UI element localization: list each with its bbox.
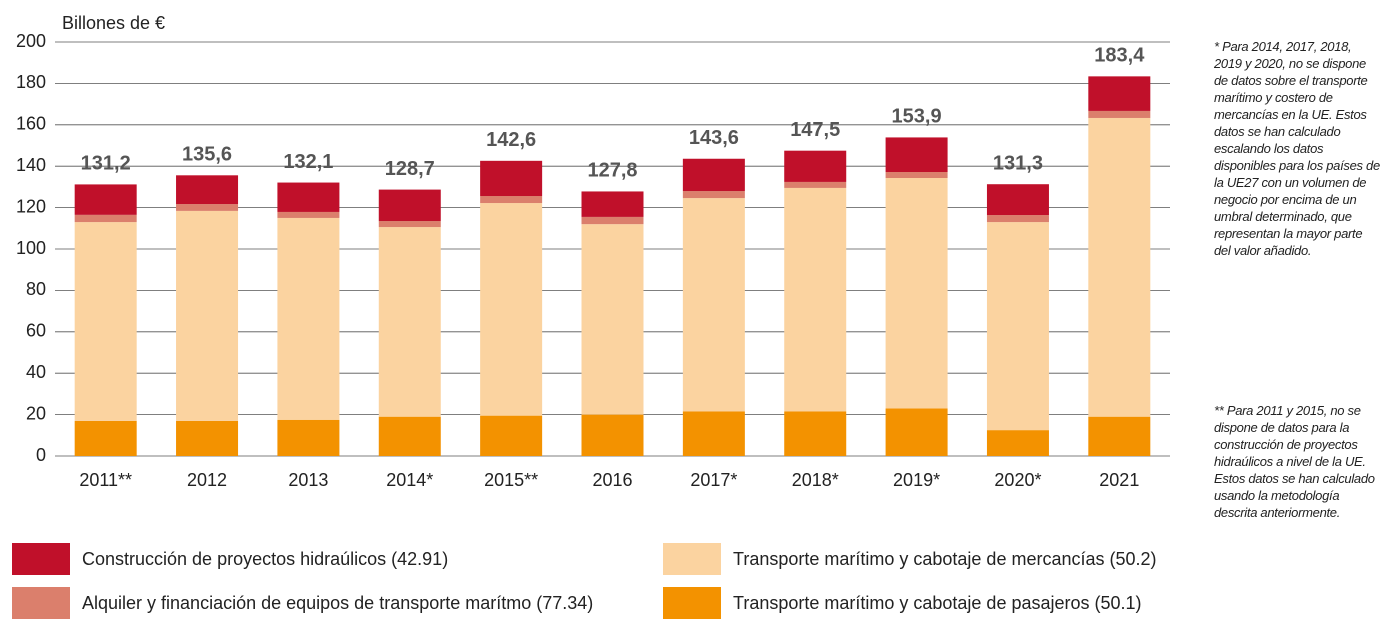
- bar-segment: [581, 216, 644, 225]
- bar-segment: [885, 408, 948, 456]
- y-tick-label: 180: [16, 72, 46, 92]
- bar-segment: [378, 227, 441, 417]
- x-tick-label: 2021: [1099, 470, 1139, 490]
- total-label: 131,3: [993, 152, 1043, 174]
- legend-swatch: [12, 543, 70, 575]
- legend-label: Transporte marítimo y cabotaje de mercan…: [733, 549, 1157, 569]
- legend-swatch: [663, 543, 721, 575]
- bar-segment: [986, 215, 1049, 223]
- note: * Para 2014, 2017, 2018, 2019 y 2020, no…: [1214, 39, 1380, 258]
- total-label: 153,9: [892, 106, 942, 128]
- total-label: 143,6: [689, 127, 739, 149]
- bar-segment: [581, 224, 644, 415]
- bar-segment: [986, 184, 1049, 216]
- bar-segment: [277, 419, 340, 456]
- x-tick-label: 2012: [187, 470, 227, 490]
- bar-segment: [581, 414, 644, 456]
- x-tick-label: 2014*: [386, 470, 433, 490]
- y-tick-label: 100: [16, 238, 46, 258]
- bar-segment: [277, 211, 340, 218]
- bar-segment: [74, 184, 137, 215]
- y-tick-label: 160: [16, 114, 46, 134]
- bar-segment: [986, 222, 1049, 431]
- bar-segment: [784, 187, 847, 412]
- legend-label: Alquiler y financiación de equipos de tr…: [82, 593, 593, 613]
- y-axis-label: Billones de €: [62, 13, 165, 33]
- bar-segment: [176, 420, 239, 456]
- bar-segment: [277, 182, 340, 212]
- x-tick-label: 2018*: [792, 470, 839, 490]
- y-tick-label: 200: [16, 31, 46, 51]
- total-label: 142,6: [486, 129, 536, 151]
- legend-swatch: [663, 587, 721, 619]
- bar-segment: [378, 189, 441, 222]
- bar-segment: [480, 203, 543, 416]
- x-tick-label: 2011**: [79, 470, 132, 490]
- y-tick-label: 80: [26, 279, 46, 299]
- x-tick-label: 2020*: [994, 470, 1041, 490]
- bar-segment: [1088, 76, 1151, 111]
- total-label: 132,1: [283, 151, 333, 173]
- bar-segment: [784, 411, 847, 456]
- bar-segment: [74, 214, 137, 223]
- bar-segment: [682, 158, 745, 192]
- y-tick-label: 0: [36, 445, 46, 465]
- bar-segment: [581, 191, 644, 217]
- bar-segment: [176, 210, 239, 421]
- x-tick-label: 2017*: [690, 470, 737, 490]
- legend-label: Construcción de proyectos hidraúlicos (4…: [82, 549, 448, 569]
- bar-segment: [74, 222, 137, 421]
- bar-segment: [176, 204, 239, 211]
- total-label: 131,2: [81, 153, 131, 175]
- bar-segment: [1088, 117, 1151, 417]
- bar-segment: [378, 221, 441, 228]
- chart: Billones de € 0 20 40 60 80 100 120 140 160 180 20…: [12, 13, 1170, 619]
- bar-segment: [885, 137, 948, 172]
- legend-swatch: [12, 587, 70, 619]
- y-tick-label: 120: [16, 196, 46, 216]
- bar-segment: [986, 430, 1049, 456]
- bar-segment: [74, 420, 137, 456]
- x-tick-label: 2015**: [484, 470, 538, 490]
- x-tick-label: 2019*: [893, 470, 940, 490]
- note: ** Para 2011 y 2015, no se dispone de da…: [1214, 403, 1375, 520]
- y-tick-label: 40: [26, 362, 46, 382]
- y-tick-label: 20: [26, 403, 46, 423]
- total-label: 127,8: [587, 160, 637, 182]
- bar-segment: [1088, 416, 1151, 456]
- bar-segment: [277, 217, 340, 420]
- bar-segment: [784, 150, 847, 182]
- total-label: 135,6: [182, 144, 232, 166]
- bar-segment: [480, 196, 543, 204]
- x-tick-label: 2016: [592, 470, 632, 490]
- legend-label: Transporte marítimo y cabotaje de pasaje…: [733, 593, 1142, 613]
- bar-segment: [784, 181, 847, 188]
- y-tick-label: 60: [26, 321, 46, 341]
- total-label: 128,7: [385, 158, 435, 180]
- total-label: 147,5: [790, 119, 840, 141]
- bar-segment: [480, 160, 543, 197]
- bar-segment: [682, 191, 745, 199]
- bar-segment: [480, 415, 543, 456]
- bar-segment: [682, 198, 745, 412]
- bar-segment: [885, 177, 948, 409]
- bar-segment: [682, 411, 745, 456]
- bar-segment: [885, 171, 948, 178]
- bar-segment: [1088, 110, 1151, 118]
- bar-segment: [176, 175, 239, 205]
- y-tick-label: 140: [16, 155, 46, 175]
- bar-segment: [378, 416, 441, 456]
- total-label: 183,4: [1094, 45, 1145, 67]
- x-tick-label: 2013: [288, 470, 328, 490]
